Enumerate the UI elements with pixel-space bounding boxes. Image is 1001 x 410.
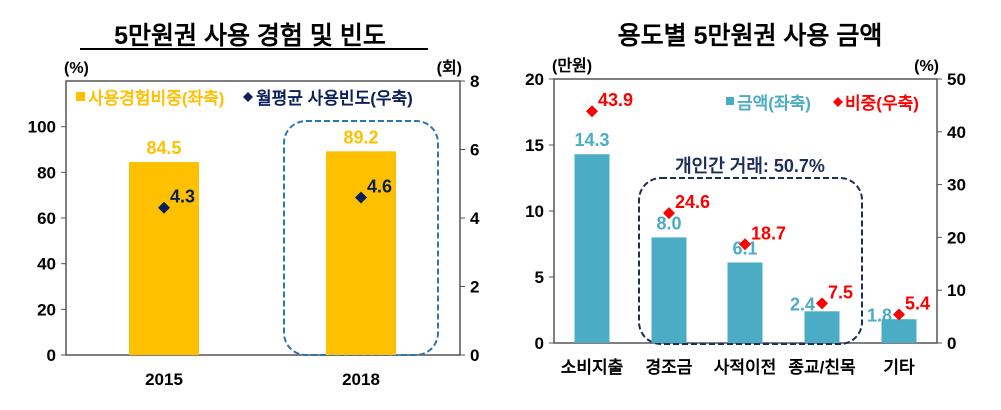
left-tick-label: 20: [37, 300, 56, 319]
chart-2: 용도별 5만원권 사용 금액 (만원) (%) 0 5 10 15 20 0 10 20 30 40 50…: [525, 22, 966, 377]
left-axis-unit: (%): [64, 60, 89, 77]
left-tick-label: 5: [535, 268, 544, 287]
diamond-marker-종교/친목: [816, 297, 828, 310]
category-label: 기타: [883, 358, 915, 377]
diamond-marker-경조금: [663, 207, 675, 220]
left-tick-label: 15: [525, 136, 544, 155]
right-tick-label: 0: [947, 334, 956, 353]
right-tick-label: 0: [470, 346, 479, 365]
legend-label-diamond: 월평균 사용빈도(우축): [256, 89, 413, 108]
legend-label-diamond: 비중(우축): [845, 94, 919, 113]
right-tick-label: 4: [470, 209, 480, 228]
marker-value-label: 4.3: [170, 187, 195, 207]
diamond-marker-2015: [158, 201, 170, 214]
annotation-text: 개인간 거래: 50.7%: [675, 156, 825, 176]
bar-value-label: 84.5: [146, 138, 181, 158]
right-tick-label: 50: [947, 70, 966, 89]
legend-swatch-bar: [726, 97, 734, 105]
legend-label-bar: 사용경험비중(좌축): [88, 88, 224, 108]
chart-1: 5만원권 사용 경험 및 빈도 (%) (회) 0 20 40 60 80 100 0 2 4 6 8 20…: [28, 22, 480, 389]
bar-사적이전: [727, 262, 763, 343]
bar-value-label: 89.2: [343, 127, 378, 147]
bar-경조금: [651, 237, 687, 343]
annotation-box: [638, 177, 863, 345]
chart-title: 용도별 5만원권 사용 금액: [618, 22, 883, 50]
right-tick-label: 2: [470, 278, 479, 297]
diamond-marker-2018: [355, 191, 367, 204]
left-tick-label: 20: [525, 70, 544, 89]
marker-value-label: 43.9: [598, 90, 633, 110]
left-tick-label: 40: [37, 255, 56, 274]
bar-종교/친목: [804, 311, 840, 343]
diamond-marker-소비지출: [586, 105, 598, 118]
category-label: 경조금: [646, 358, 693, 377]
left-tick-label: 80: [37, 163, 56, 182]
bar-2018: [326, 151, 396, 355]
right-axis-unit: (%): [914, 58, 939, 75]
left-tick-label: 60: [37, 209, 56, 228]
left-tick-label: 10: [525, 202, 544, 221]
marker-value-label: 18.7: [751, 223, 786, 243]
bar-value-label: 2.4: [790, 294, 815, 314]
legend-label-bar: 금액(좌축): [737, 94, 811, 113]
bar-2015: [129, 162, 199, 355]
category-label: 종교/친목: [788, 358, 856, 377]
left-tick-label: 100: [28, 118, 56, 137]
marker-value-label: 4.6: [367, 176, 392, 196]
right-tick-label: 6: [470, 141, 479, 160]
category-label: 2015: [145, 370, 183, 389]
category-label: 2018: [342, 370, 380, 389]
bar-value-label: 8.0: [656, 213, 681, 233]
marker-value-label: 24.6: [675, 192, 710, 212]
bar-value-label: 14.3: [574, 130, 609, 150]
left-tick-label: 0: [47, 346, 56, 365]
right-tick-label: 40: [947, 123, 966, 142]
category-label: 사적이전: [714, 358, 777, 377]
bar-기타: [881, 319, 917, 343]
legend-swatch-diamond: [243, 92, 253, 102]
legend-swatch-bar: [76, 92, 85, 101]
category-label: 소비지출: [561, 358, 624, 377]
right-tick-label: 10: [947, 281, 966, 300]
right-tick-label: 8: [470, 72, 479, 91]
right-tick-label: 20: [947, 228, 966, 247]
plot-frame: [65, 80, 461, 356]
left-tick-label: 0: [535, 334, 544, 353]
bar-소비지출: [574, 154, 610, 343]
diamond-marker-사적이전: [739, 238, 751, 251]
diamond-marker-기타: [893, 308, 905, 321]
right-tick-label: 30: [947, 176, 966, 195]
marker-value-label: 7.5: [828, 282, 853, 302]
right-axis-unit: (회): [437, 58, 462, 77]
left-axis-unit: (만원): [552, 57, 592, 75]
chart-title: 5만원권 사용 경험 및 빈도: [114, 22, 386, 50]
marker-value-label: 5.4: [905, 293, 930, 313]
legend-swatch-diamond: [833, 97, 843, 107]
bar-value-label: 1.8: [867, 305, 892, 325]
